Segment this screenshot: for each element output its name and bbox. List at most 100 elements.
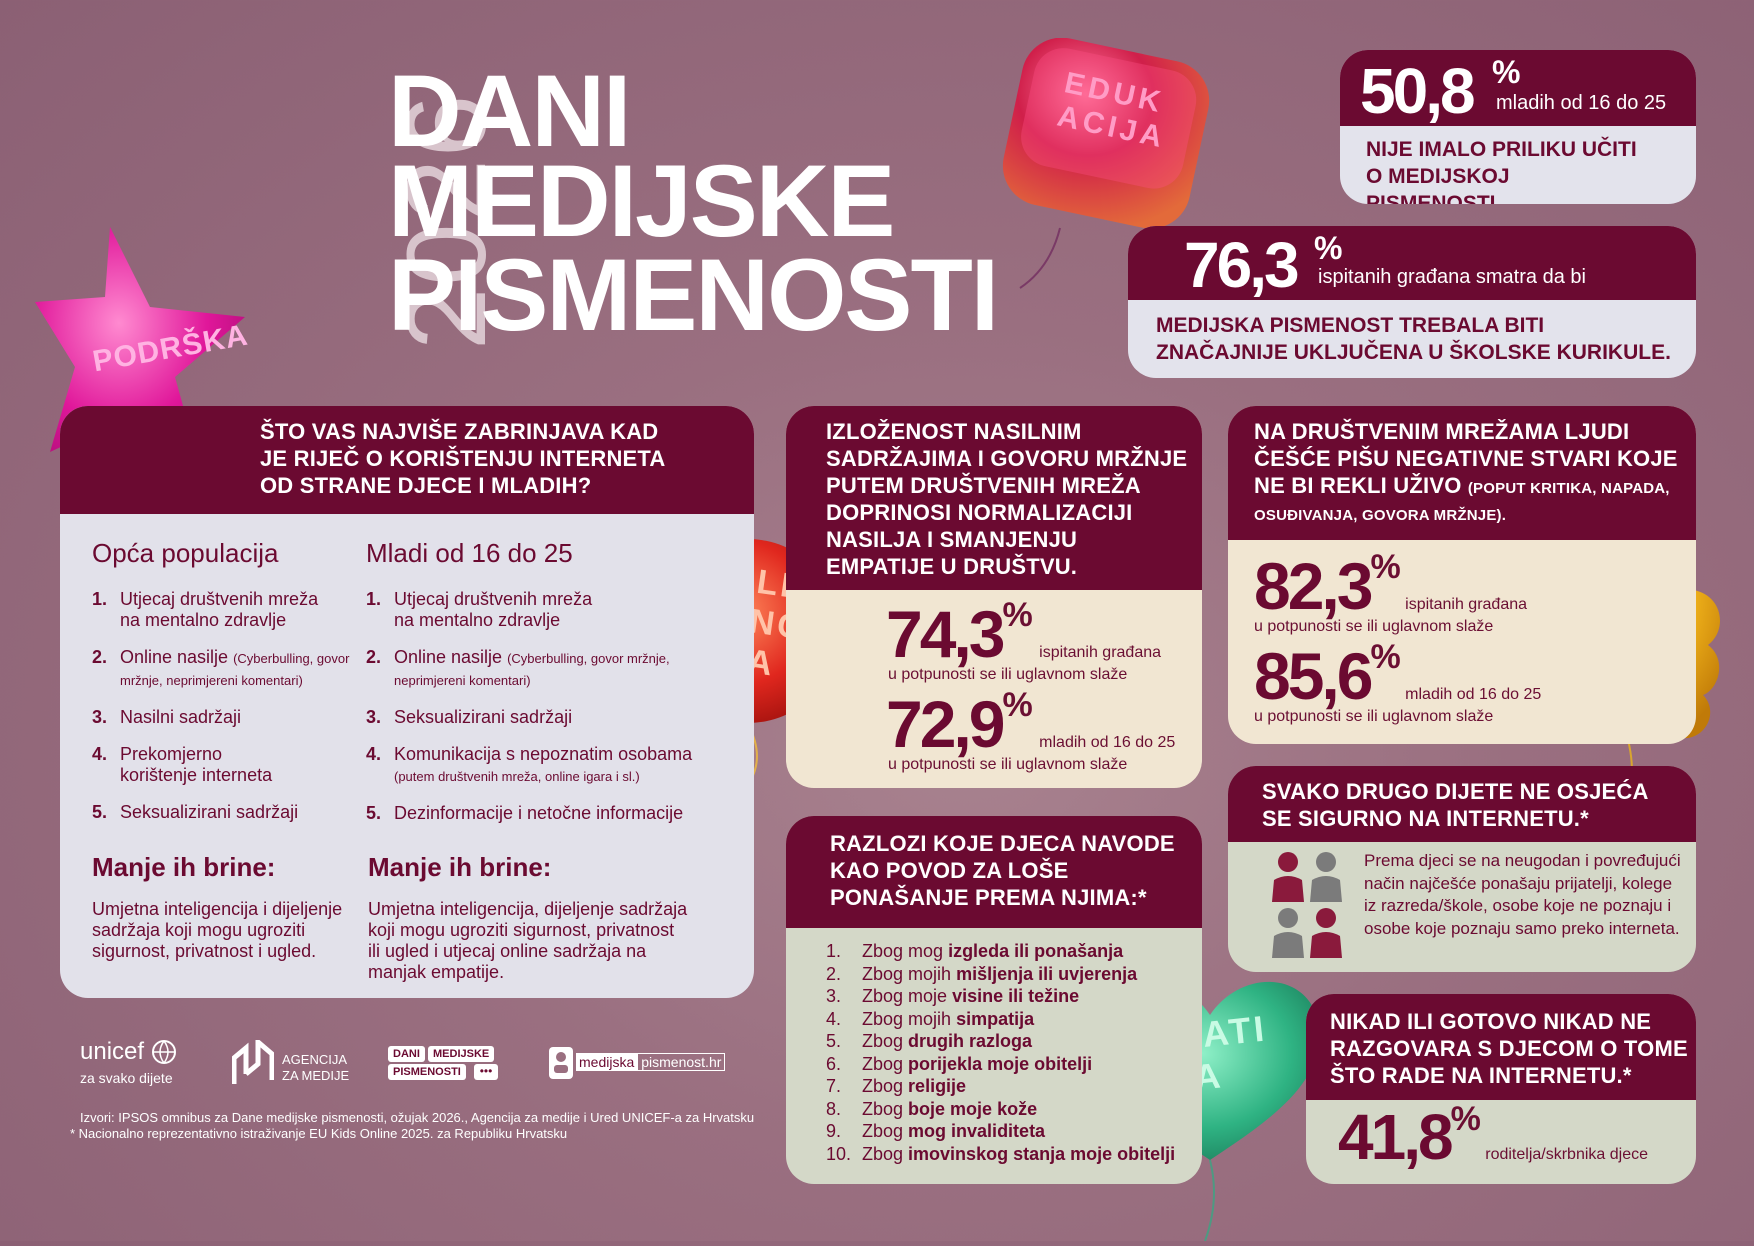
list-item: 3. Zbog moje visine ili težine xyxy=(826,985,1202,1008)
stat-label: ispitanih građana xyxy=(1405,596,1528,613)
parents-card: NIKAD ILI GOTOVO NIKAD NE RAZGOVARA S DJ… xyxy=(1306,994,1696,1184)
heading-line: NE BI REKLI UŽIVO (POPUT KRITIKA, NAPADA… xyxy=(1254,472,1696,502)
less-concern-youth: Manje ih brine: Umjetna inteligencija, d… xyxy=(368,852,688,983)
item-number: 5. xyxy=(92,802,108,822)
dmp-word-1: DANI xyxy=(388,1046,425,1062)
stat-box-curriculum: 76,3 % ispitanih građana smatra da bi ME… xyxy=(1128,226,1696,378)
heading-line: NA DRUŠTVENIM MREŽAMA LJUDI xyxy=(1254,419,1630,444)
stat-citizens: 74,3% ispitanih građana u potpunosti se … xyxy=(886,596,1161,684)
mp-word-2: pismenost.hr xyxy=(637,1053,726,1071)
item-prefix: Zbog xyxy=(862,1053,904,1074)
item-number: 5. xyxy=(366,803,382,823)
item-number: 5. xyxy=(826,1031,842,1051)
social-heading: NA DRUŠTVENIM MREŽAMA LJUDI ČEŠĆE PIŠU N… xyxy=(1228,406,1696,540)
item-bold: simpatija xyxy=(956,1008,1035,1029)
agency-line-2: ZA MEDIJE xyxy=(282,1068,350,1083)
item-prefix: Zbog mojih xyxy=(862,1008,952,1029)
item-note: (Cyberbulling, govor mržnje, neprimjeren… xyxy=(120,651,350,688)
heading-line: SE SIGURNO NA INTERNETU.* xyxy=(1262,806,1589,831)
list-item: 5. Zbog drugih razloga xyxy=(826,1030,1202,1053)
item-number: 3. xyxy=(366,707,382,727)
unicef-tagline: za svako dijete xyxy=(80,1070,173,1086)
item-note: (putem društvenih mreža, online igara i … xyxy=(394,769,640,784)
stat-box-header: 50,8 % mladih od 16 do 25 xyxy=(1340,50,1696,127)
item-bold: visine ili težine xyxy=(952,986,1080,1006)
concerns-heading: ŠTO VAS NAJVIŠE ZABRINJAVA KAD JE RIJEČ … xyxy=(60,406,754,514)
item-number: 2. xyxy=(826,963,842,984)
stat-value: 41,8 xyxy=(1338,1101,1454,1173)
stat-value: 72,9 xyxy=(886,687,1005,761)
item-bold: religije xyxy=(908,1076,967,1096)
less-concern-title: Manje ih brine: xyxy=(92,852,276,882)
violence-heading: IZLOŽENOST NASILNIM SADRŽAJIMA I GOVORU … xyxy=(786,406,1202,590)
violence-card: IZLOŽENOST NASILNIM SADRŽAJIMA I GOVORU … xyxy=(786,406,1202,788)
dmp-word-3: PISMENOSTI xyxy=(388,1064,466,1080)
item-main: Komunikacija s nepoznatim osobama xyxy=(394,744,693,764)
list-item: 6. Zbog porijekla moje obitelji xyxy=(826,1053,1202,1076)
list-item: 1. Utjecaj društvenih mreža na mentalno z… xyxy=(92,589,382,631)
heading-line: EMPATIJE U DRUŠTVU. xyxy=(826,554,1078,579)
stat-youth: 85,6% mladih od 16 do 25 u potpunosti se… xyxy=(1254,638,1541,726)
unicef-wordmark: unicef xyxy=(80,1038,145,1065)
item-number: 6. xyxy=(826,1053,842,1074)
item-note: (Cyberbulling, govor mržnje, neprimjeren… xyxy=(394,651,670,688)
stat-sub: u potpunosti se ili uglavnom slaže xyxy=(888,756,1128,773)
mp-word-1: medijska xyxy=(576,1053,638,1071)
list-item: 2. Online nasilje (Cyberbulling, govor mr… xyxy=(366,647,696,691)
item-number: 1. xyxy=(92,589,108,609)
stat-box-young-no-learning: 50,8 % mladih od 16 do 25 NIJE IMALO PRI… xyxy=(1340,50,1696,204)
dmp-logo: DANI MEDIJSKE PISMENOSTI ••• xyxy=(388,1046,500,1082)
source-line-2: * Nacionalno reprezentativno istraživanj… xyxy=(70,1126,568,1141)
heading-line: RAZLOZI KOJE DJECA NAVODE xyxy=(830,831,1175,856)
item-main: Online nasilje xyxy=(394,647,503,667)
percent-sign: % xyxy=(1492,54,1521,90)
item-number: 4. xyxy=(826,1008,842,1029)
stat-subtitle: mladih od 16 do 25 xyxy=(1496,92,1667,114)
list-item: 10. Zbog imovinskog stanja moje obitelji xyxy=(826,1143,1202,1166)
unsafe-card: SVAKO DRUGO DIJETE NE OSJEĆA SE SIGURNO … xyxy=(1228,766,1696,972)
stat-text-line-1: MEDIJSKA PISMENOST TREBALA BITI xyxy=(1156,314,1545,337)
stat-label: ispitanih građana xyxy=(1039,644,1162,661)
parents-heading: NIKAD ILI GOTOVO NIKAD NE RAZGOVARA S DJ… xyxy=(1306,994,1696,1100)
stat-text: MEDIJSKA PISMENOST TREBALA BITI ZNAČAJNI… xyxy=(1128,300,1696,366)
reasons-heading: RAZLOZI KOJE DJECA NAVODE KAO POVOD ZA L… xyxy=(786,816,1202,928)
item-number: 1. xyxy=(366,589,382,609)
children-icon xyxy=(1268,850,1352,962)
stat-value: 50,8 xyxy=(1360,55,1476,127)
stat-value: 82,3 xyxy=(1254,549,1373,623)
source-line-1: Izvori: IPSOS omnibus za Dane medijske p… xyxy=(80,1110,755,1125)
title-line-1: DANI xyxy=(388,54,631,168)
percent-sign: % xyxy=(1002,596,1033,634)
less-concern-text: Umjetna inteligencija, dijeljenje sadrža… xyxy=(368,899,688,982)
column-title: Mladi od 16 do 25 xyxy=(366,538,573,568)
stat-text: NIJE IMALO PRILIKU UČITI O MEDIJSKOJ PIS… xyxy=(1366,138,1637,204)
item-number: 8. xyxy=(826,1098,842,1119)
stat-sub: u potpunosti se ili uglavnom slaže xyxy=(1254,708,1494,725)
unicef-logo: unicef za svako dijete xyxy=(80,1038,173,1086)
less-concern-general: Manje ih brine: Umjetna inteligencija i … xyxy=(92,852,354,962)
heading-line: SVAKO DRUGO DIJETE NE OSJEĆA xyxy=(1262,779,1649,804)
heading-line: SADRŽAJIMA I GOVORU MRŽNJE xyxy=(826,446,1188,471)
list-item: 2. Online nasilje (Cyberbulling, govor mr… xyxy=(92,647,382,691)
list-item: 7. Zbog religije xyxy=(826,1075,1202,1098)
stat-citizens: 82,3% ispitanih građana u potpunosti se … xyxy=(1254,548,1527,636)
stat-box-header: 76,3 % ispitanih građana smatra da bi xyxy=(1128,226,1696,301)
item-main: Online nasilje xyxy=(120,647,229,667)
item-number: 4. xyxy=(366,744,382,764)
item-bold: drugih razloga xyxy=(908,1031,1033,1051)
item-number: 7. xyxy=(826,1076,842,1096)
agency-line-1: AGENCIJA xyxy=(282,1052,348,1067)
item-prefix: Zbog mojih xyxy=(862,963,952,984)
stat-value: 74,3 xyxy=(886,597,1005,671)
stat-text-line-2: ZNAČAJNIJE UKLJUČENA U ŠKOLSKE KURIKULE. xyxy=(1156,341,1671,364)
item-bold: mišljenja ili uvjerenja xyxy=(956,963,1138,984)
social-networks-card: NA DRUŠTVENIM MREŽAMA LJUDI ČEŠĆE PIŠU N… xyxy=(1228,406,1696,744)
item-bold: boje moje kože xyxy=(908,1098,1038,1119)
list-item: 4. Komunikacija s nepoznatim osobama (pute… xyxy=(366,744,696,787)
percent-sign: % xyxy=(1370,638,1401,676)
item-text: Seksualizirani sadržaji xyxy=(120,802,299,822)
heading-text: NE BI REKLI UŽIVO xyxy=(1254,473,1462,498)
stat-value: 76,3 xyxy=(1184,229,1300,301)
heading-line: PUTEM DRUŠTVENIH MREŽA xyxy=(826,473,1141,498)
item-number: 1. xyxy=(826,941,842,961)
